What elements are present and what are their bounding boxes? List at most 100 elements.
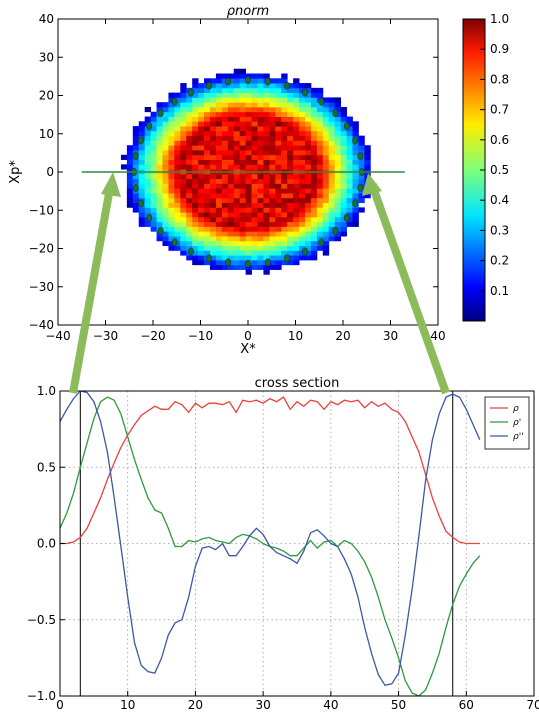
heatmap-cell (269, 245, 276, 251)
heatmap-cell (251, 178, 258, 184)
heatmap-cell (233, 106, 241, 113)
heatmap-cell (334, 202, 342, 208)
cross-section-vlines (79, 391, 454, 696)
heatmap-cell (299, 116, 306, 122)
heatmap-cell (305, 92, 312, 98)
heatmap-cell (334, 135, 342, 141)
heatmap-cell (328, 212, 336, 218)
heatmap-cell (245, 106, 252, 113)
heatmap-cell (168, 173, 175, 180)
heatmap-cell (233, 236, 241, 242)
heatmap-cell (281, 145, 288, 151)
heatmap-cell (180, 183, 187, 189)
heatmap-cell (269, 87, 276, 94)
heatmap-cell (204, 92, 211, 98)
heatmap-cell (132, 207, 140, 213)
heatmap-cell (310, 231, 318, 237)
heatmap-marker (264, 258, 271, 267)
heatmap-cell (192, 78, 199, 84)
heatmap-cell (210, 250, 217, 256)
heatmap-cell (340, 183, 347, 189)
heatmap-cell (198, 216, 205, 223)
heatmap-cell (322, 126, 330, 132)
heatmap-cell (186, 216, 193, 223)
legend: ρ ρ' ρ'' (484, 396, 530, 450)
heatmap-cell (233, 226, 241, 232)
heatmap-cell (162, 221, 169, 227)
heatmap-cell (198, 121, 205, 127)
heatmap-cell (251, 150, 258, 156)
heatmap-cell (227, 197, 235, 203)
heatmap-cell (334, 121, 342, 127)
heatmap-cell (198, 245, 205, 251)
heatmap-cell (257, 259, 264, 266)
heatmap-cell (215, 193, 223, 199)
heatmap-cell (305, 135, 312, 141)
heatmap-cell (245, 183, 252, 189)
heatmap-cell (210, 240, 217, 247)
heatmap-cell (299, 140, 306, 146)
heatmap-cell (221, 236, 229, 242)
heatmap-cell (293, 159, 300, 165)
heatmap-cell (180, 145, 187, 151)
heatmap-cell (281, 126, 288, 132)
heatmap-cell (227, 154, 235, 160)
colorbar-tick-label: 0.5 (490, 163, 509, 177)
heatmap-cell (168, 145, 175, 151)
heatmap-cell (168, 245, 175, 251)
heatmap-cell (204, 226, 211, 232)
heatmap-cell (305, 193, 312, 199)
heatmap-cell (221, 159, 229, 165)
heatmap-cell (251, 87, 258, 94)
heatmap-y-tick-label: −30 (29, 280, 54, 294)
heatmap-cell (245, 140, 252, 146)
heatmap-cell (132, 197, 140, 203)
heatmap-cell (281, 97, 288, 103)
heatmap-cell (215, 135, 223, 141)
cross-section-y-ticks: 1.0 0.5 0.0 −0.5 −1.0 (27, 384, 65, 703)
heatmap-cell (263, 188, 270, 194)
heatmap-cell (180, 197, 187, 203)
heatmap-cell (198, 188, 205, 194)
legend-label: ρ (513, 404, 519, 414)
heatmap-cell (305, 236, 312, 242)
heatmap-cell (162, 178, 169, 184)
heatmap-cell (168, 130, 175, 137)
heatmap-cell (299, 188, 306, 194)
heatmap-cell (215, 126, 223, 132)
heatmap-cell (328, 140, 336, 146)
heatmap-cell (293, 150, 300, 156)
heatmap-cell (316, 183, 324, 189)
heatmap-cell (305, 221, 312, 227)
heatmap-cell (316, 140, 324, 146)
heatmap-cell (275, 102, 282, 108)
heatmap-cell (144, 178, 152, 184)
heatmap-cell (215, 264, 223, 270)
heatmap-cell (180, 173, 187, 180)
heatmap-cell (233, 111, 241, 117)
heatmap-cell (174, 121, 181, 127)
heatmap-cell (204, 193, 211, 199)
heatmap-cell (198, 83, 205, 89)
heatmap-cell (328, 202, 336, 208)
heatmap-cell (263, 150, 270, 156)
heatmap-cell (144, 106, 152, 113)
heatmap-cell (310, 116, 318, 122)
heatmap-cell (239, 68, 247, 74)
heatmap-cell (305, 140, 312, 146)
heatmap-marker (284, 81, 290, 90)
heatmap-cell (162, 173, 169, 180)
heatmap-cell (132, 202, 140, 208)
heatmap-cell (174, 140, 181, 146)
heatmap-cell (174, 126, 181, 132)
heatmap-cell (275, 92, 282, 98)
heatmap-cell (299, 97, 306, 103)
heatmap-cell (239, 259, 247, 266)
heatmap-cell (126, 173, 134, 180)
heatmap-cell (168, 97, 175, 103)
heatmap-cell (138, 183, 146, 189)
heatmap-cell (138, 121, 146, 127)
heatmap-cell (239, 73, 247, 79)
heatmap-cell (287, 130, 294, 137)
heatmap-cell (281, 197, 288, 203)
